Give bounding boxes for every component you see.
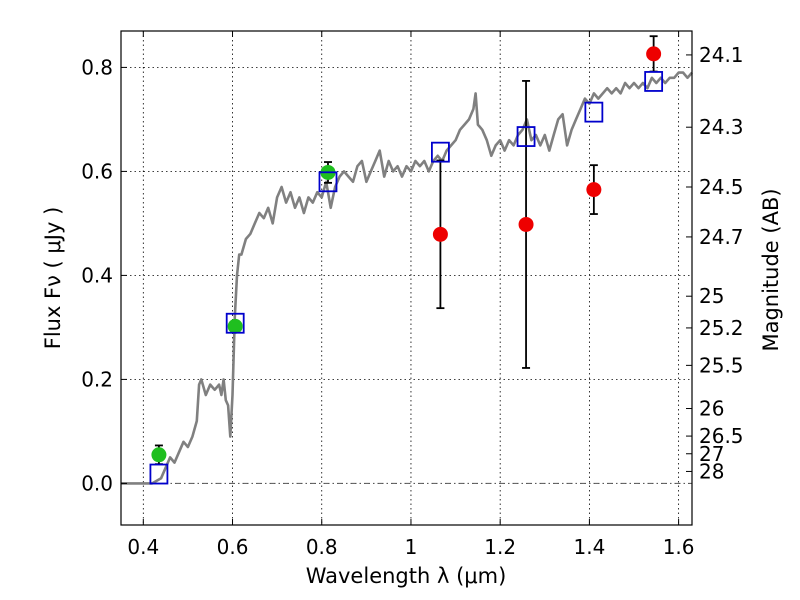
grid [121,31,692,525]
right-tick-label: 25.5 [699,353,744,377]
y-tick-label: 0.2 [81,367,113,391]
right-axis-label: Magnitude (AB) [759,188,783,351]
data-point-circle [646,46,662,62]
data-point-circle [586,182,602,198]
data-points [149,35,664,485]
right-tick-label: 26 [699,397,724,421]
data-point-circle [227,318,243,334]
y-tick-label: 0.4 [81,263,113,287]
right-tick-label: 24.5 [699,175,744,199]
y-tick-label: 0.8 [81,55,113,79]
right-tick-label: 26.5 [699,424,744,448]
model-spectrum [121,71,693,485]
x-tick-label: 1.2 [484,535,516,559]
axis-ticks: 0.4 0.6 0.8 1 1.2 1.4 1.6 0.0 0.2 0.4 0.6 0.8 24.1 24… [81,31,744,559]
x-axis-label: Wavelength λ (μm) [306,564,507,588]
y-axis-label: Flux Fν ( μJy ) [41,207,65,350]
right-tick-label: 24.3 [699,115,744,139]
model-photometry-square [149,463,169,485]
x-tick-label: 1.4 [573,535,605,559]
x-tick-label: 0.8 [306,535,338,559]
model-photometry-square [644,71,664,92]
model-photometry-square [516,126,536,147]
y-tick-label: 0.0 [81,471,113,495]
model-photometry-square [584,101,604,123]
x-tick-label: 0.6 [217,535,249,559]
x-tick-label: 1.6 [663,535,695,559]
data-point-circle [151,447,167,463]
model-spectrum-line [121,71,693,485]
plot-frame [120,30,693,526]
model-photometry-square [318,171,338,193]
x-tick-label: 1 [405,535,418,559]
model-photometry-square [431,141,450,163]
right-tick-label: 24.7 [699,225,744,249]
y-tick-label: 0.6 [81,159,113,183]
right-tick-label: 28 [699,459,724,483]
right-tick-label: 24.1 [699,43,744,67]
model-photometry-square [225,312,245,334]
right-tick-label: 25 [699,284,724,308]
x-tick-label: 0.4 [127,535,159,559]
right-tick-label: 25.2 [699,316,744,340]
data-point-circle [518,216,534,232]
right-tick-label: 27 [699,442,724,466]
data-point-circle [432,226,448,242]
